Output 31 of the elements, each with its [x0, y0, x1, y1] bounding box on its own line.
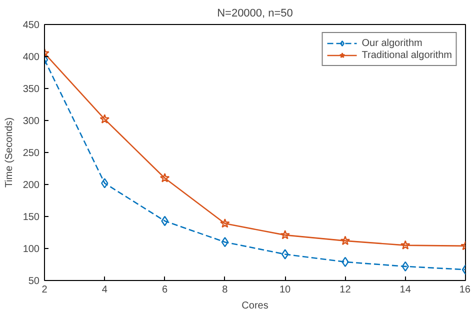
x-tick-label: 2: [42, 284, 48, 296]
x-tick-label: 8: [222, 284, 228, 296]
y-axis-title: Time (Seconds): [4, 117, 15, 188]
y-tick-label: 150: [22, 212, 40, 223]
point: [100, 114, 110, 124]
point: [101, 178, 108, 188]
point: [280, 230, 290, 240]
x-tick-label: 4: [102, 284, 108, 296]
point: [400, 240, 410, 250]
y-tick-label: 50: [28, 276, 40, 287]
legend-label: Our algorithm: [362, 37, 422, 49]
y-tick-label: 450: [22, 20, 40, 31]
x-tick-label: 6: [162, 284, 168, 296]
point: [221, 237, 229, 248]
point: [160, 173, 170, 182]
point: [340, 236, 350, 246]
chart-title: N=20000, n=50: [217, 8, 293, 20]
y-tick-label: 300: [22, 116, 40, 127]
y-tick-label: 100: [22, 244, 40, 255]
y-tick-label: 400: [22, 52, 40, 63]
legend-label: Traditional algorithm: [362, 49, 452, 61]
x-tick-label: 12: [340, 284, 352, 296]
y-tick-label: 250: [22, 148, 40, 159]
y-tick-label: 350: [22, 84, 40, 95]
x-tick-label: 10: [280, 284, 292, 296]
x-axis-title: Cores: [242, 300, 268, 312]
x-tick-label: 14: [400, 284, 412, 296]
y-tick-label: 200: [22, 180, 40, 191]
point: [220, 218, 230, 228]
x-tick-label: 16: [459, 284, 471, 296]
point: [281, 249, 289, 260]
